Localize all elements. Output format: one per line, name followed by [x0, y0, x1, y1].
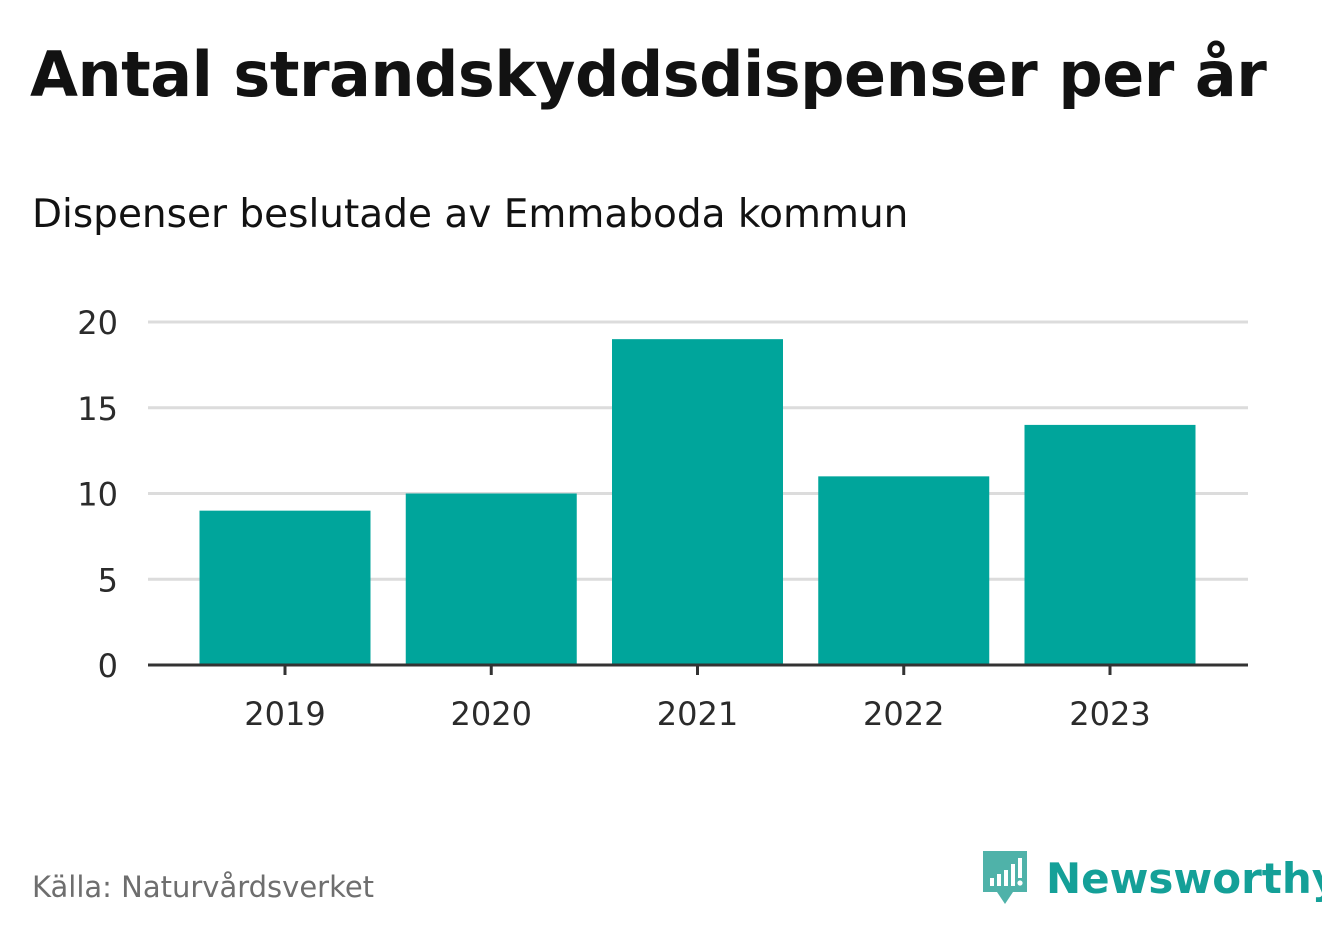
x-tick-label: 2019 [244, 695, 325, 733]
x-tick-label: 2020 [451, 695, 532, 733]
y-tick-label: 0 [98, 647, 118, 685]
bar-2019 [199, 510, 371, 665]
chart-subtitle: Dispenser beslutade av Emmaboda kommun [32, 192, 909, 237]
y-tick-label: 15 [77, 390, 118, 428]
y-tick-label: 10 [77, 476, 118, 514]
chart-title: Antal strandskyddsdispenser per år [30, 38, 1267, 111]
y-tick-label: 5 [98, 561, 118, 599]
y-tick-label: 20 [77, 304, 118, 342]
x-tick-label: 2022 [863, 695, 944, 733]
x-tick-label: 2021 [657, 695, 738, 733]
bar-2021 [612, 339, 783, 665]
bar-2022 [818, 476, 990, 665]
x-tick-label: 2023 [1069, 695, 1150, 733]
bar-2020 [405, 493, 577, 665]
bar-2023 [1024, 424, 1196, 665]
newsworthy-logo-icon [983, 851, 1027, 904]
source-note: Källa: Naturvårdsverket [32, 870, 375, 904]
brand-logo: Newsworthy [980, 848, 1322, 908]
brand-name: Newsworthy [1046, 853, 1322, 903]
